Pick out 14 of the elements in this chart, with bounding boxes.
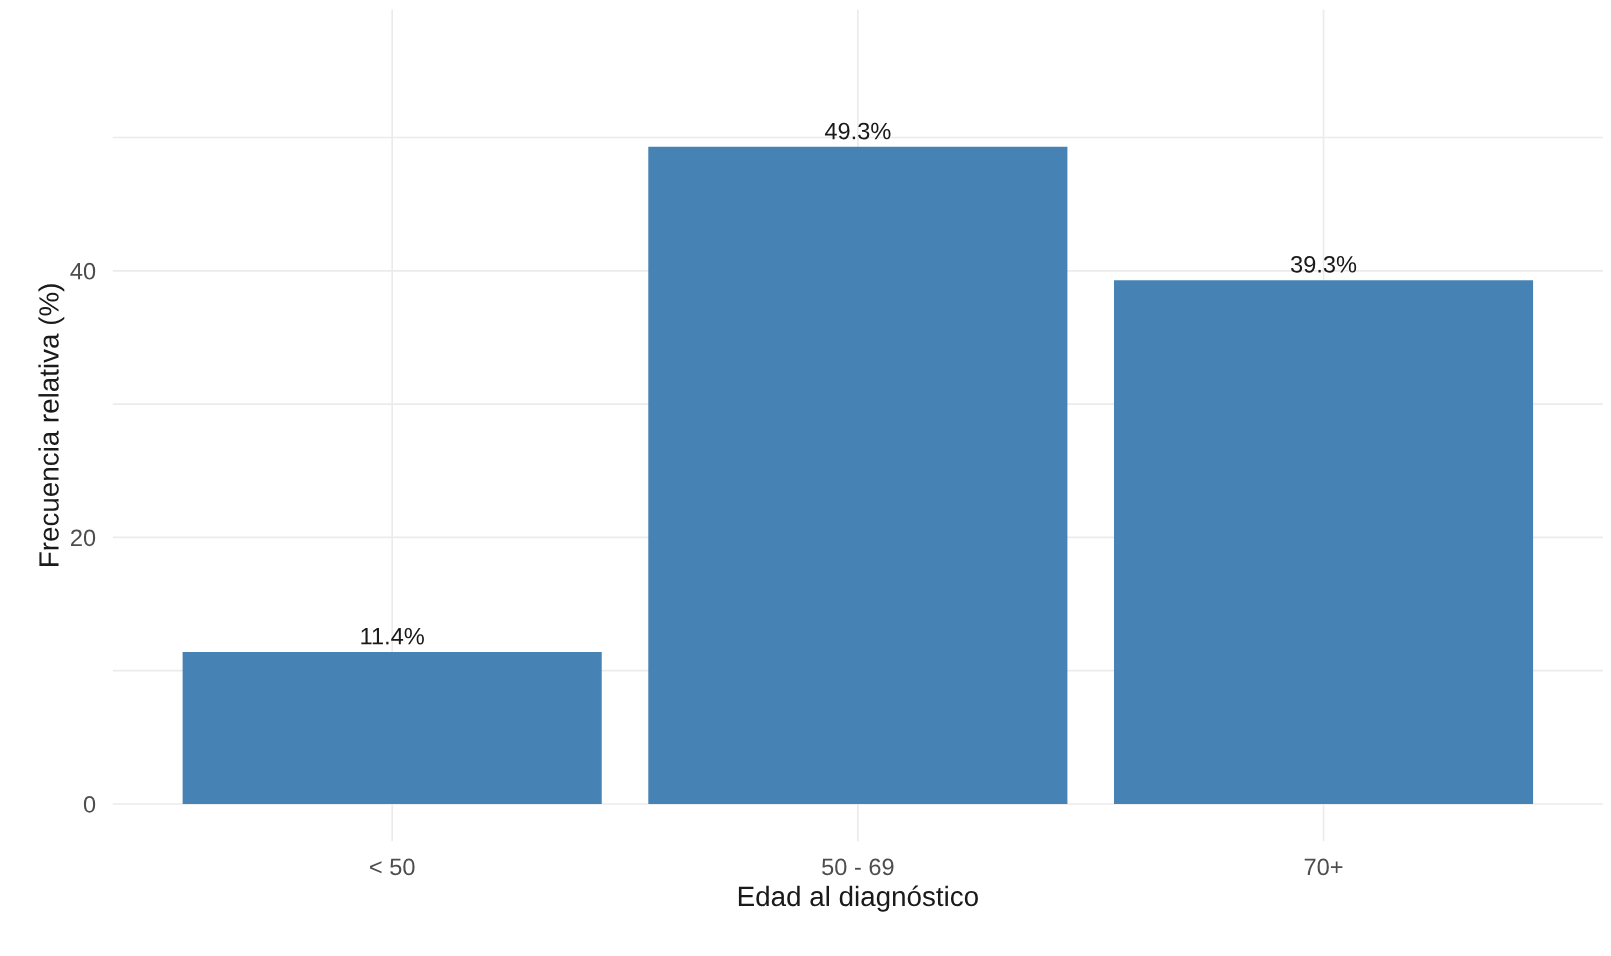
data-label: 11.4% bbox=[361, 627, 424, 645]
bar bbox=[182, 652, 602, 804]
y-tick-label: 20 bbox=[71, 529, 96, 547]
data-label: 49.3% bbox=[824, 122, 891, 140]
data-label: 39.3% bbox=[1290, 255, 1357, 273]
y-axis-title: Frecuencia relativa (%) bbox=[38, 284, 65, 566]
x-tick-label: < 50 bbox=[370, 858, 415, 876]
x-tick-label: 50 - 69 bbox=[822, 858, 894, 876]
y-tick-label: 0 bbox=[83, 796, 96, 813]
bar bbox=[648, 146, 1068, 804]
x-axis-title: Edad al diagnóstico bbox=[738, 885, 978, 912]
bar bbox=[1113, 280, 1534, 804]
y-tick-label: 40 bbox=[70, 262, 96, 280]
x-tick-label: 70+ bbox=[1304, 858, 1343, 876]
